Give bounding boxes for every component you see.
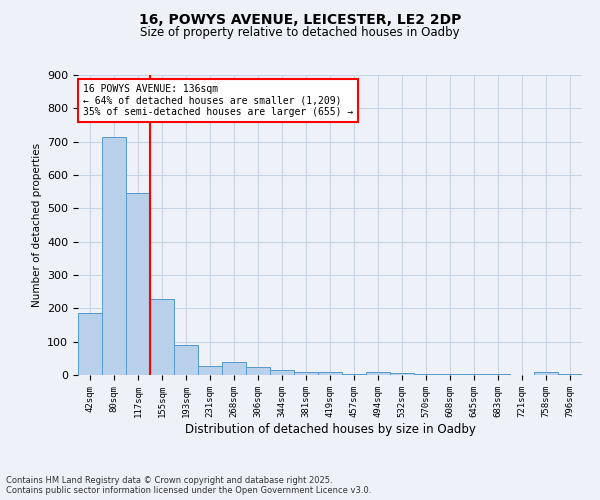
- Bar: [462, 374, 486, 375]
- Bar: [318, 372, 342, 375]
- Bar: [342, 374, 366, 375]
- Bar: [414, 374, 438, 375]
- Bar: [270, 370, 294, 375]
- Bar: [558, 374, 582, 375]
- Bar: [78, 314, 102, 375]
- Bar: [198, 366, 222, 375]
- Bar: [366, 372, 390, 375]
- Bar: [174, 345, 198, 375]
- Bar: [438, 374, 462, 375]
- Y-axis label: Number of detached properties: Number of detached properties: [32, 143, 41, 307]
- Text: 16, POWYS AVENUE, LEICESTER, LE2 2DP: 16, POWYS AVENUE, LEICESTER, LE2 2DP: [139, 12, 461, 26]
- Text: Contains HM Land Registry data © Crown copyright and database right 2025.
Contai: Contains HM Land Registry data © Crown c…: [6, 476, 371, 495]
- Bar: [102, 136, 126, 375]
- Bar: [294, 372, 318, 375]
- Bar: [150, 299, 174, 375]
- X-axis label: Distribution of detached houses by size in Oadby: Distribution of detached houses by size …: [185, 422, 475, 436]
- Text: 16 POWYS AVENUE: 136sqm
← 64% of detached houses are smaller (1,209)
35% of semi: 16 POWYS AVENUE: 136sqm ← 64% of detache…: [83, 84, 353, 117]
- Text: Size of property relative to detached houses in Oadby: Size of property relative to detached ho…: [140, 26, 460, 39]
- Bar: [534, 372, 558, 375]
- Bar: [246, 366, 270, 375]
- Bar: [486, 374, 510, 375]
- Bar: [390, 374, 414, 375]
- Bar: [126, 194, 150, 375]
- Bar: [222, 362, 246, 375]
